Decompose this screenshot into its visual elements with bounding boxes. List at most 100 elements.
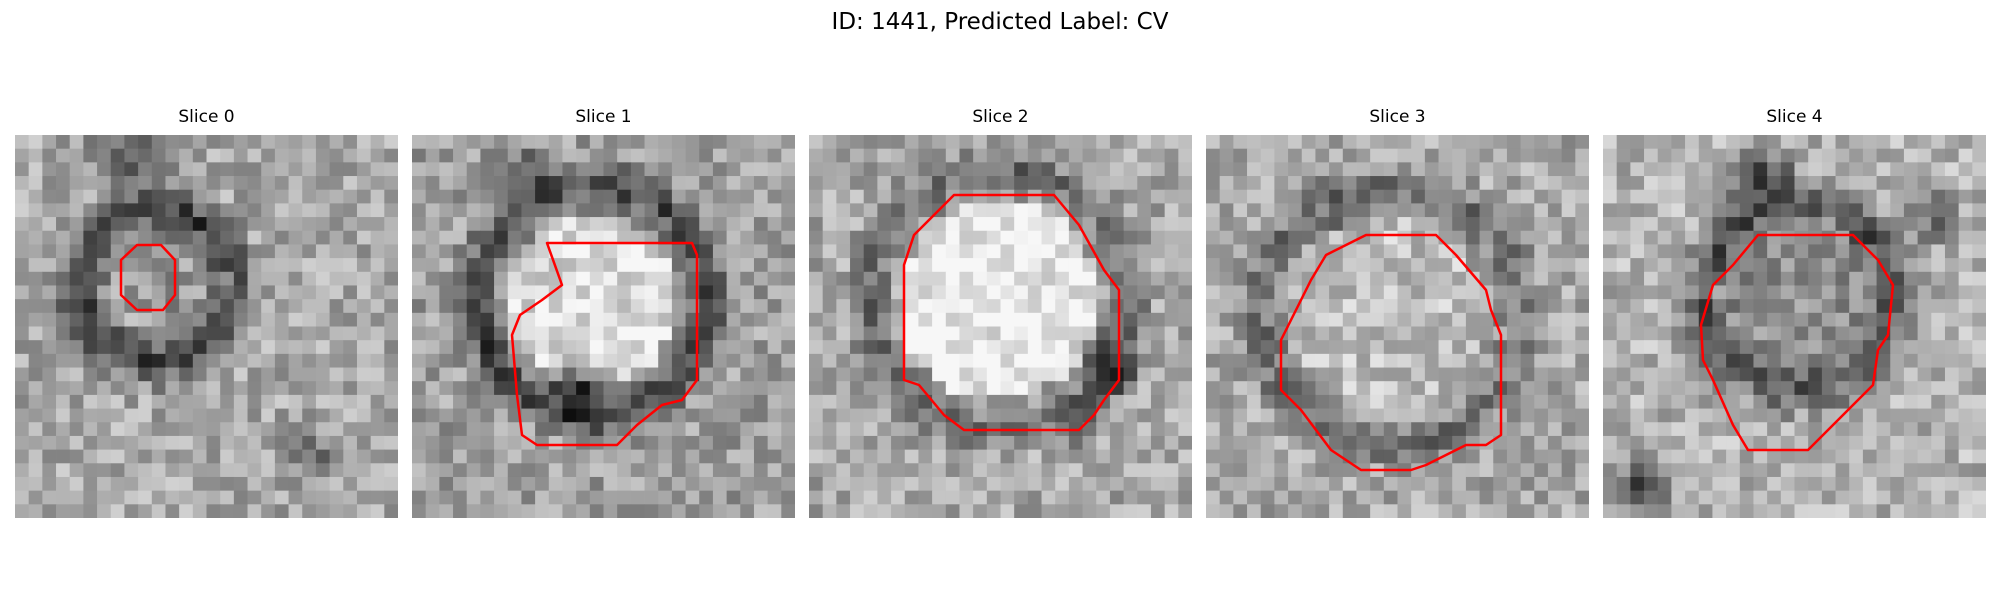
pixel-cell <box>1808 217 1823 232</box>
pixel-cell <box>918 367 933 382</box>
pixel-cell <box>220 203 235 218</box>
pixel-cell <box>1383 312 1398 327</box>
pixel-cell <box>1547 490 1563 505</box>
pixel-cell <box>1301 230 1316 245</box>
pixel-cell <box>1630 340 1645 355</box>
pixel-cell <box>28 449 43 464</box>
pixel-cell <box>1164 463 1179 478</box>
pixel-cell <box>1575 422 1589 437</box>
pixel-cell <box>1329 299 1344 314</box>
pixel-cell <box>425 381 440 396</box>
pixel-cell <box>891 299 906 314</box>
pixel-cell <box>986 244 1001 259</box>
pixel-cell <box>1944 340 1960 355</box>
pixel-cell <box>466 353 481 368</box>
pixel-cell <box>1944 203 1960 218</box>
pixel-cell <box>343 285 358 300</box>
pixel-cell <box>384 394 398 409</box>
pixel-cell <box>124 408 139 423</box>
pixel-cell <box>1890 244 1905 259</box>
pixel-cell <box>1835 435 1850 451</box>
pixel-cell <box>1849 490 1864 505</box>
pixel-cell <box>1726 504 1741 518</box>
pixel-cell <box>15 340 30 355</box>
pixel-cell <box>1438 244 1453 259</box>
pixel-cell <box>1247 312 1262 327</box>
pixel-cell <box>1329 449 1344 464</box>
pixel-cell <box>863 258 878 273</box>
pixel-cell <box>1767 367 1782 382</box>
pixel-cell <box>836 340 851 355</box>
pixel-cell <box>1808 203 1823 218</box>
pixel-cell <box>1150 326 1166 341</box>
pixel-cell <box>1342 285 1357 300</box>
pixel-cell <box>891 490 906 505</box>
pixel-cell <box>932 367 947 382</box>
pixel-cell <box>562 217 577 232</box>
pixel-cell <box>767 381 782 396</box>
pixel-cell <box>1479 422 1494 437</box>
pixel-cell <box>1876 217 1891 232</box>
pixel-cell <box>69 244 84 259</box>
pixel-cell <box>1547 230 1563 245</box>
pixel-cell <box>863 244 878 259</box>
pixel-cell <box>384 490 398 505</box>
pixel-cell <box>356 230 372 245</box>
pixel-cell <box>712 162 728 177</box>
pixel-cell <box>1055 367 1070 382</box>
pixel-cell <box>315 340 331 355</box>
pixel-cell <box>562 230 577 245</box>
pixel-cell <box>1288 258 1303 273</box>
pixel-cell <box>822 408 837 423</box>
pixel-cell <box>1150 176 1166 191</box>
pixel-cell <box>247 422 262 437</box>
pixel-cell <box>1000 326 1015 341</box>
pixel-cell <box>1520 381 1535 396</box>
pixel-cell <box>425 326 440 341</box>
pixel-cell <box>1726 490 1741 505</box>
pixel-cell <box>1753 135 1768 150</box>
slice-title: Slice 0 <box>178 107 235 127</box>
pixel-cell <box>453 353 468 368</box>
pixel-cell <box>480 217 495 232</box>
pixel-cell <box>1876 504 1891 518</box>
pixel-cell <box>1917 476 1932 492</box>
pixel-cell <box>494 135 509 150</box>
pixel-cell <box>15 422 30 437</box>
pixel-cell <box>124 189 139 204</box>
pixel-cell <box>329 367 344 382</box>
pixel-cell <box>1506 463 1522 478</box>
pixel-cell <box>1178 162 1192 177</box>
pixel-cell <box>274 162 289 177</box>
pixel-cell <box>1233 203 1248 218</box>
pixel-cell <box>370 463 385 478</box>
pixel-cell <box>1739 504 1754 518</box>
pixel-cell <box>343 340 358 355</box>
pixel-cell <box>1301 162 1316 177</box>
pixel-cell <box>206 217 221 232</box>
pixel-cell <box>521 463 536 478</box>
pixel-cell <box>1438 326 1453 341</box>
pixel-cell <box>1698 435 1713 451</box>
pixel-cell <box>1698 422 1713 437</box>
pixel-cell <box>726 394 741 409</box>
pixel-cell <box>712 176 728 191</box>
pixel-cell <box>453 217 468 232</box>
pixel-cell <box>69 258 84 273</box>
pixel-cell <box>1424 189 1439 204</box>
pixel-cell <box>15 299 30 314</box>
pixel-cell <box>1383 490 1398 505</box>
pixel-cell <box>412 271 427 286</box>
pixel-cell <box>1424 148 1439 163</box>
pixel-cell <box>69 176 84 191</box>
pixel-cell <box>56 299 71 314</box>
pixel-cell <box>904 476 919 492</box>
pixel-cell <box>1479 449 1494 464</box>
pixel-cell <box>69 271 84 286</box>
pixel-cell <box>822 312 837 327</box>
pixel-cell <box>1411 340 1426 355</box>
pixel-cell <box>1027 189 1042 204</box>
pixel-cell <box>1575 476 1589 492</box>
pixel-cell <box>850 176 865 191</box>
pixel-cell <box>1630 148 1645 163</box>
